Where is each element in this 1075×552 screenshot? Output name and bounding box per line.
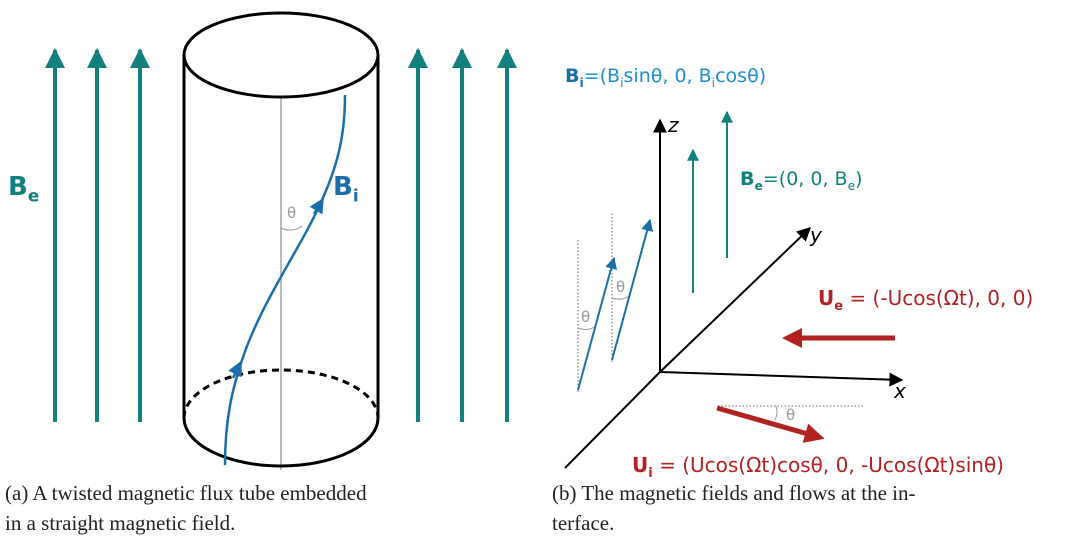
formula-part: B (333, 172, 353, 202)
external-field-formula: Be=(0, 0, Be) (740, 168, 863, 193)
caption: (b) The magnetic fields and flows at the… (552, 481, 916, 505)
internal-flow-formula: Ui = (Ucos(Ωt)cosθ, 0, -Ucos(Ωt)sinθ) (632, 453, 1004, 481)
flux-tube (184, 13, 378, 470)
formula-part: B (565, 65, 579, 87)
formula-part: =(0, 0, B (763, 168, 848, 190)
angle-label: θ (786, 406, 795, 424)
figure: BeBiθBi=(Bisinθ, 0, Bicosθ)Be=(0, 0, Be)… (0, 0, 1075, 552)
formula-part: =(B (584, 65, 620, 87)
formula-part: sinθ, 0, B (624, 65, 712, 87)
subscript: e (28, 186, 39, 206)
formula-part: = (-Ucos(Ωt), 0, 0) (843, 286, 1033, 310)
formula-part: cosθ) (715, 65, 766, 87)
caption: terface. (552, 511, 614, 535)
flow-arrows (717, 338, 895, 436)
caption: in a straight magnetic field. (5, 511, 235, 535)
formula-part: U (818, 286, 834, 310)
formula-part: ) (855, 168, 862, 190)
angle-label: θ (287, 204, 296, 222)
angle-label: θ (616, 278, 625, 296)
axis-label: y (809, 223, 823, 247)
subscript: e (754, 179, 762, 193)
formula-part: U (632, 453, 648, 477)
field-arrows (578, 112, 727, 390)
axis-label: z (667, 113, 679, 137)
formula-part: = (Ucos(Ωt)cosθ, 0, -Ucos(Ωt)sinθ) (653, 453, 1004, 477)
internal-field-label: Bi (333, 172, 359, 206)
external-flow-formula: Ue = (-Ucos(Ωt), 0, 0) (818, 286, 1033, 314)
internal-field-formula: Bi=(Bisinθ, 0, Bicosθ) (565, 65, 766, 90)
external-field-label: Be (8, 172, 39, 206)
subscript: i (353, 186, 359, 206)
angle-arcs (578, 296, 777, 420)
subscript: e (848, 179, 856, 193)
caption: (a) A twisted magnetic flux tube embedde… (5, 481, 367, 505)
formula-part: B (8, 172, 28, 202)
axis-label: x (893, 379, 906, 403)
subscript: e (834, 299, 843, 314)
angle-label: θ (581, 308, 590, 326)
formula-part: B (740, 168, 754, 190)
